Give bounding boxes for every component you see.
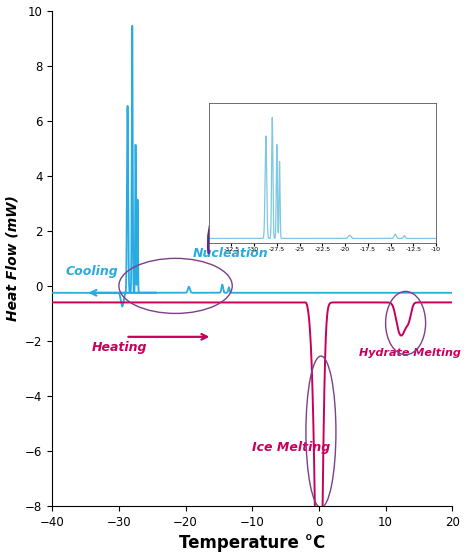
Text: Heating: Heating — [92, 340, 148, 354]
Text: Hydrate Melting: Hydrate Melting — [359, 348, 461, 358]
Text: Nucleation: Nucleation — [192, 247, 268, 260]
X-axis label: Temperature °C: Temperature °C — [179, 535, 325, 552]
Text: Cooling: Cooling — [65, 266, 118, 278]
Y-axis label: Heat Flow (mW): Heat Flow (mW) — [6, 195, 19, 321]
Text: Ice Melting: Ice Melting — [252, 441, 330, 454]
